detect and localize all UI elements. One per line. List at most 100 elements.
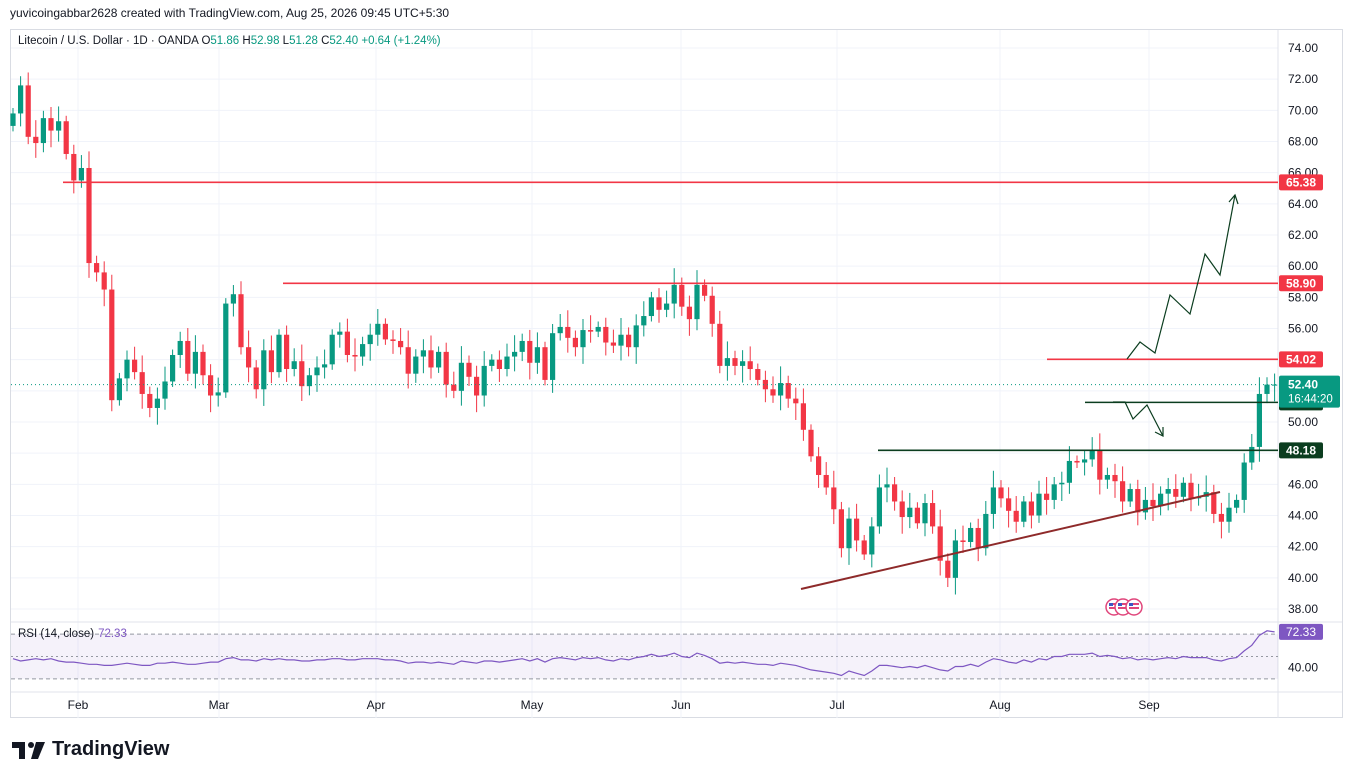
candle-body bbox=[1066, 460, 1072, 483]
candle-body bbox=[314, 367, 320, 376]
candle-body bbox=[322, 364, 328, 368]
candle-body bbox=[405, 347, 411, 374]
candle-body bbox=[800, 403, 806, 430]
candle-body bbox=[428, 350, 434, 368]
candle-body bbox=[109, 289, 115, 401]
candle-body bbox=[656, 297, 662, 310]
candle-body bbox=[420, 350, 426, 357]
price-tick-label: 40.00 bbox=[1288, 571, 1318, 585]
candle-body bbox=[1097, 450, 1103, 480]
candle-body bbox=[785, 383, 791, 399]
candle-body bbox=[914, 507, 920, 524]
candle-body bbox=[230, 294, 236, 304]
candle-body bbox=[458, 362, 464, 391]
chart-frame bbox=[10, 29, 1343, 718]
candle-body bbox=[1142, 499, 1148, 513]
candle-body bbox=[717, 323, 723, 366]
candle-body bbox=[382, 323, 388, 340]
candle-body bbox=[1120, 481, 1126, 502]
candle-body bbox=[1150, 499, 1156, 507]
candle-body bbox=[960, 540, 966, 542]
candle-body bbox=[177, 340, 183, 355]
candle-body bbox=[86, 167, 92, 264]
time-tick-label: May bbox=[521, 698, 544, 712]
flag-stripe bbox=[1129, 607, 1139, 609]
tradingview-brand[interactable]: TradingView bbox=[12, 738, 169, 761]
candle-body bbox=[550, 333, 556, 380]
open-value: 51.86 bbox=[210, 35, 240, 47]
candle-body bbox=[1272, 384, 1278, 386]
candle-body bbox=[33, 136, 39, 144]
candle-body bbox=[861, 540, 867, 555]
candle-body bbox=[899, 501, 905, 518]
candle-body bbox=[268, 350, 274, 373]
candle-body bbox=[679, 284, 685, 307]
ascending-trendline bbox=[800, 491, 1221, 590]
candle-body bbox=[1051, 484, 1057, 500]
candle-body bbox=[56, 121, 62, 131]
candle-body bbox=[154, 398, 160, 408]
candle-body bbox=[626, 334, 632, 348]
time-axis: Feb Mar Apr May Jun Jul Aug Sep bbox=[68, 698, 1160, 712]
rsi-tick-label: 40.00 bbox=[1288, 661, 1318, 675]
flag-canton bbox=[1129, 603, 1133, 606]
candle-body bbox=[1173, 489, 1179, 497]
candle-body bbox=[1089, 450, 1095, 460]
candle-body bbox=[208, 375, 214, 396]
candle-body bbox=[793, 398, 799, 404]
candle-body bbox=[1082, 459, 1088, 463]
candle-body bbox=[816, 456, 822, 475]
bar-countdown-label: 16:44:20 bbox=[1288, 394, 1333, 406]
candle-body bbox=[732, 358, 738, 366]
candle-body bbox=[1211, 492, 1217, 514]
candle-body bbox=[671, 284, 677, 304]
candle-body bbox=[71, 153, 77, 181]
candle-body bbox=[892, 484, 898, 502]
rsi-pane: 40.00 72.33 bbox=[11, 623, 1323, 680]
arrow-head-icon bbox=[1228, 193, 1239, 205]
candle-body bbox=[542, 347, 548, 380]
projection-path-down bbox=[1113, 401, 1164, 437]
candle-body bbox=[823, 474, 829, 488]
flag-stripe bbox=[1109, 603, 1119, 605]
candle-body bbox=[869, 526, 875, 555]
candle-body bbox=[215, 392, 221, 396]
candle-body bbox=[876, 487, 882, 527]
candle-body bbox=[854, 518, 860, 541]
price-tick-label: 74.00 bbox=[1288, 41, 1318, 55]
candle-body bbox=[63, 121, 69, 154]
candle-body bbox=[1234, 499, 1240, 508]
candle-body bbox=[565, 326, 571, 338]
price-tick-label: 58.00 bbox=[1288, 290, 1318, 304]
price-tick-label: 68.00 bbox=[1288, 135, 1318, 149]
rsi-value-label: 72.33 bbox=[1286, 625, 1316, 639]
candle-body bbox=[1021, 501, 1027, 522]
level-price-label: 48.18 bbox=[1286, 443, 1316, 457]
candle-body bbox=[618, 334, 624, 346]
candle-body bbox=[648, 297, 654, 317]
candle-body bbox=[922, 503, 928, 524]
level-price-label: 54.02 bbox=[1286, 352, 1316, 366]
level-price-tag bbox=[1279, 275, 1323, 292]
change-value: +0.64 (+1.24%) bbox=[361, 35, 441, 47]
candle-body bbox=[170, 354, 176, 382]
time-tick-label: Jul bbox=[829, 698, 844, 712]
candle-body bbox=[1218, 513, 1224, 522]
current-price-box bbox=[1279, 375, 1340, 408]
level-price-label: 65.38 bbox=[1286, 175, 1316, 189]
candle-body bbox=[496, 359, 502, 370]
candle-body bbox=[1006, 498, 1012, 511]
candle-body bbox=[489, 359, 495, 366]
candle-body bbox=[10, 113, 16, 126]
candle-body bbox=[633, 325, 639, 348]
candle-body bbox=[238, 294, 244, 348]
candle-body bbox=[291, 361, 297, 370]
symbol-name: Litecoin / U.S. Dollar · 1D · OANDA bbox=[18, 35, 199, 47]
candle-body bbox=[398, 340, 404, 348]
low-value: 51.28 bbox=[289, 35, 318, 47]
candle-body bbox=[443, 351, 449, 385]
close-value: 52.40 bbox=[329, 35, 359, 47]
rsi-line bbox=[12, 630, 1275, 677]
